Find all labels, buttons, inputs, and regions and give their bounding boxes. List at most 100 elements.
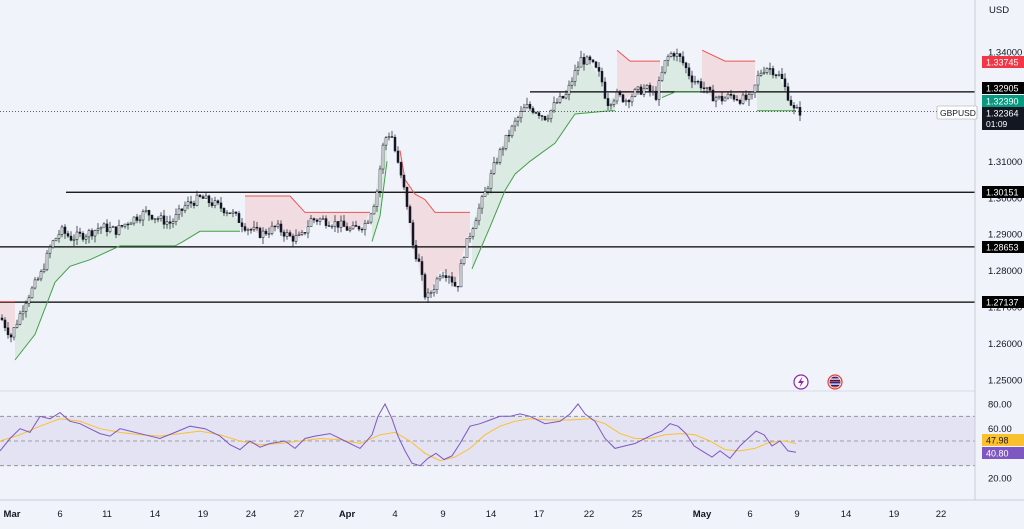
candle-body	[594, 61, 598, 68]
candle-body	[162, 215, 166, 225]
price-tick-label: 1.28000	[988, 266, 1022, 277]
candle-body	[213, 200, 217, 206]
price-tag-box	[982, 56, 1024, 68]
rsi-pane[interactable]	[0, 402, 975, 467]
candle-body	[606, 98, 610, 106]
price-tick-label: 1.29000	[988, 230, 1022, 241]
candle-body	[540, 115, 544, 117]
symbol-label-box	[936, 105, 978, 120]
candle-body	[387, 136, 391, 138]
candle-body	[114, 226, 118, 235]
candle-body	[513, 120, 517, 127]
candle-body	[672, 53, 676, 57]
rsi-tick-label: 60.00	[988, 424, 1012, 435]
candle-body	[255, 226, 259, 229]
candle-body	[399, 162, 403, 176]
candle-body	[633, 89, 637, 97]
candle-body	[78, 231, 82, 234]
candle-body	[666, 56, 670, 61]
candle-body	[621, 94, 625, 103]
rsi-tick-label: 80.00	[988, 400, 1012, 411]
candle-body	[603, 81, 607, 99]
candle-body	[495, 161, 499, 164]
price-tag-label: 1.32905	[986, 84, 1019, 94]
candle-body	[609, 104, 613, 106]
supertrend-down-fill	[245, 196, 370, 238]
price-tick-label: 1.34000	[988, 48, 1022, 59]
candle-body	[303, 232, 307, 234]
candle-body	[366, 221, 370, 224]
candle-body	[636, 86, 640, 90]
flag-icon[interactable]	[827, 374, 843, 390]
candle-body	[735, 99, 739, 101]
candle-body	[789, 99, 793, 106]
candle-body	[477, 207, 481, 222]
candle-body	[54, 238, 58, 242]
candle-body	[126, 223, 130, 226]
time-tick-label: 22	[936, 509, 947, 520]
candle-body	[786, 86, 790, 101]
candle-body	[582, 57, 586, 65]
candle-body	[684, 62, 688, 69]
candle-body	[336, 221, 340, 228]
candle-body	[312, 218, 316, 221]
candle-body	[0, 317, 4, 321]
candle-body	[231, 211, 235, 214]
candle-body	[429, 292, 433, 294]
candle-body	[378, 168, 382, 192]
candle-body	[132, 216, 136, 224]
candle-body	[771, 68, 775, 76]
candle-body	[732, 95, 736, 100]
candle-body	[396, 150, 400, 163]
candle-body	[639, 86, 643, 95]
candle-body	[756, 75, 760, 86]
candle-body	[150, 214, 154, 220]
supertrend-down-line	[245, 195, 370, 213]
supertrend-up-line	[371, 161, 388, 242]
candle-body	[441, 275, 445, 278]
rsi-ma-value-tag: 47.98	[986, 436, 1009, 446]
candle-body	[588, 56, 592, 61]
candle-body	[768, 68, 772, 70]
candle-body	[483, 191, 487, 197]
candle-body	[645, 84, 649, 89]
candle-body	[447, 276, 451, 278]
countdown-label: 01:09	[986, 119, 1008, 129]
price-tag-label: 1.33745	[986, 58, 1019, 68]
candle-body	[711, 89, 715, 102]
candle-body	[252, 226, 256, 230]
candle-body	[27, 297, 31, 304]
candle-body	[195, 194, 199, 206]
supertrend-up-line	[14, 230, 240, 361]
candle-body	[6, 327, 10, 336]
supertrend-up-line	[471, 110, 615, 269]
candle-body	[714, 97, 718, 102]
price-tick-label: 1.31000	[988, 157, 1022, 168]
candle-body	[687, 67, 691, 77]
candle-body	[60, 226, 64, 235]
candle-body	[369, 213, 373, 223]
candle-body	[585, 56, 589, 65]
price-tick-label: 1.30000	[988, 193, 1022, 204]
candle-body	[519, 111, 523, 119]
candle-body	[267, 233, 271, 235]
candle-body	[141, 211, 145, 221]
candle-body	[528, 104, 532, 109]
time-tick-label: 14	[841, 509, 852, 520]
candle-body	[3, 319, 7, 329]
candle-body	[699, 81, 703, 89]
candle-body	[177, 208, 181, 215]
candle-body	[297, 234, 301, 236]
candle-body	[117, 225, 121, 235]
candle-body	[210, 202, 214, 206]
candle-body	[144, 210, 148, 212]
time-tick-label: 17	[534, 509, 545, 520]
lightning-icon[interactable]	[793, 374, 809, 390]
candle-body	[93, 230, 97, 237]
candle-body	[531, 108, 535, 113]
candle-body	[453, 281, 457, 287]
candle-body	[348, 228, 352, 231]
